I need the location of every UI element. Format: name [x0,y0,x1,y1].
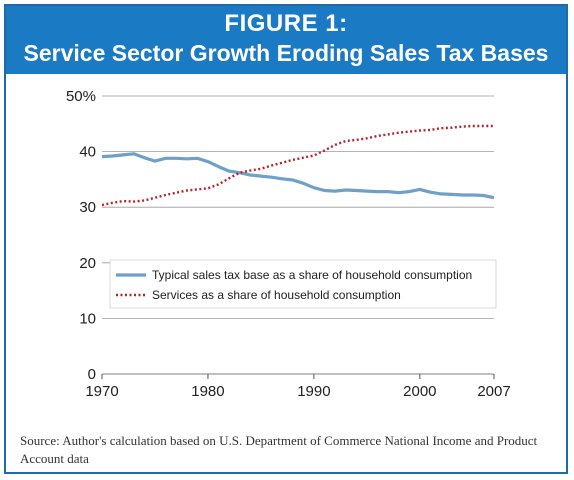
legend-label-sales-tax-base: Typical sales tax base as a share of hou… [152,268,472,282]
y-tick-label: 0 [88,366,96,383]
figure-frame: FIGURE 1: Service Sector Growth Eroding … [4,4,568,474]
legend-label-services: Services as a share of household consump… [152,288,401,302]
x-tick-label: 2007 [477,383,510,400]
series-line-services [101,124,494,207]
x-tick-label: 1980 [191,383,224,400]
chart-area: 0 10 20 30 40 50% 1970 1980 1990 2000 2007 Typical … [6,74,566,424]
figure-title: Service Sector Growth Eroding Sales Tax … [23,40,549,66]
y-tick-label: 20 [79,255,96,272]
x-tick-label: 2000 [403,383,436,400]
y-tick-label: 40 [79,144,96,161]
x-tick-label: 1990 [297,383,330,400]
series-line-sales-tax-base [101,152,495,200]
figure-label: FIGURE 1: [224,10,348,37]
y-tick-label: 30 [79,199,96,216]
source-note: Source: Author's calculation based on U.… [20,433,538,466]
figure-header: FIGURE 1: Service Sector Growth Eroding … [6,6,566,74]
line-chart: 0 10 20 30 40 50% 1970 1980 1990 2000 2007 Typical … [66,88,511,400]
y-tick-label: 50% [66,88,96,105]
y-tick-label: 10 [79,310,96,327]
legend-box [109,259,497,309]
x-tick-label: 1970 [85,383,118,400]
